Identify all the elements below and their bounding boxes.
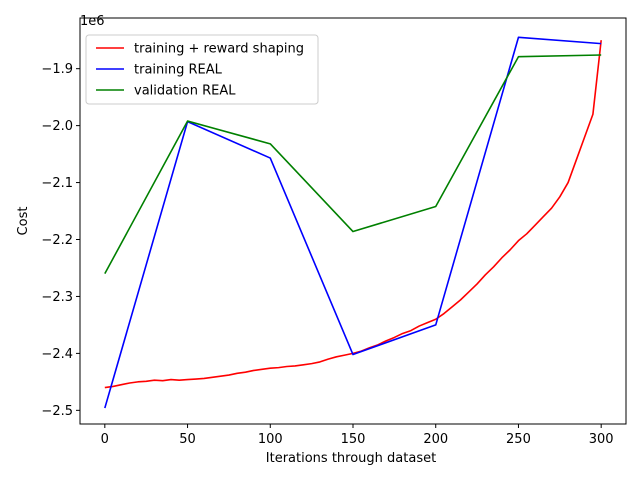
x-tick-label: 150 (341, 432, 366, 447)
x-tick-label: 200 (423, 432, 448, 447)
x-tick-label: 250 (506, 432, 531, 447)
legend-label-2: validation REAL (134, 84, 236, 99)
y-offset-text: 1e6 (80, 14, 105, 29)
y-tick-label: −2.3 (41, 290, 73, 305)
y-tick-label: −2.0 (41, 119, 73, 134)
legend: training + reward shaping training REAL va… (85, 34, 319, 105)
x-axis-ticks: 0 50 100 150 200 250 300 (101, 424, 614, 447)
x-tick-label: 0 (101, 432, 109, 447)
legend-box (85, 34, 319, 105)
x-tick-label: 300 (589, 432, 614, 447)
series-line-2 (104, 54, 602, 275)
y-tick-label: −1.9 (41, 62, 73, 77)
legend-label-0: training + reward shaping (134, 42, 304, 57)
y-axis-ticks: −2.5 −2.4 −2.3 −2.2 −2.1 −2.0 −1.9 (41, 62, 80, 419)
x-axis-label: Iterations through dataset (266, 451, 436, 466)
x-tick-label: 50 (179, 432, 196, 447)
series-layer (104, 36, 602, 409)
legend-label-1: training REAL (134, 63, 223, 78)
y-axis-label: Cost (16, 207, 31, 236)
y-tick-label: −2.5 (41, 404, 73, 419)
y-tick-label: −2.4 (41, 347, 73, 362)
y-tick-label: −2.1 (41, 176, 73, 191)
x-tick-label: 100 (258, 432, 283, 447)
y-tick-label: −2.2 (41, 233, 73, 248)
